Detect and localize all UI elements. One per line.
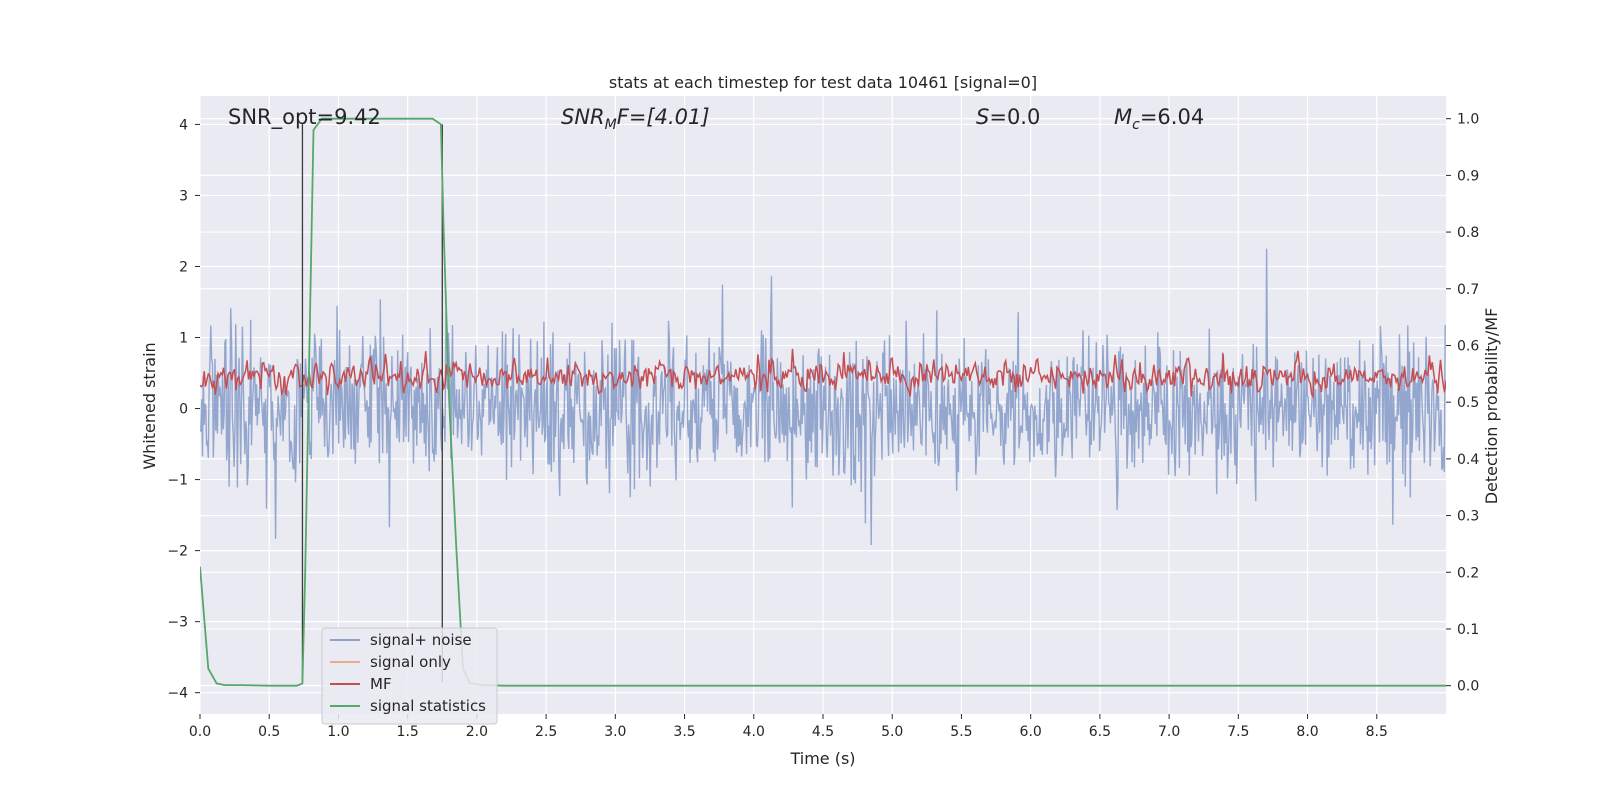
s-symbol: S: [976, 105, 989, 129]
x-tick-label: 6.0: [1020, 724, 1042, 740]
legend-label: signal only: [370, 653, 451, 671]
y2-tick-label: 0.3: [1457, 509, 1479, 525]
y-tick-label: 1: [179, 331, 188, 347]
x-tick-label: 7.5: [1227, 724, 1249, 740]
x-tick-label: 1.0: [327, 724, 349, 740]
y-tick-label: 0: [179, 402, 188, 418]
y-axis-label: Whitened strain: [140, 342, 159, 469]
y2-axis-label: Detection probability/MF: [1482, 308, 1501, 505]
y-tick-labels: 4 3 2 1 0 −1 −2 −3 −4: [167, 117, 200, 702]
x-tick-label: 6.5: [1089, 724, 1111, 740]
vertical-markers: [301, 124, 443, 683]
annotation-snr-opt: SNR_opt=9.42: [228, 105, 381, 130]
y2-tick-label: 0.1: [1457, 622, 1479, 638]
y2-tick-label: 0.6: [1457, 338, 1479, 354]
x-tick-label: 2.0: [466, 724, 488, 740]
y2-tick-label: 0.5: [1457, 395, 1479, 411]
snr-mf-value: F=[4.01]: [617, 105, 710, 129]
signal-noise-line: [200, 248, 1446, 546]
mf-series: [200, 348, 1446, 399]
mc-value: =6.04: [1140, 105, 1204, 129]
legend-box: [321, 627, 498, 725]
snr-mf-subscript: M: [605, 117, 617, 133]
x-tick-label: 0.0: [189, 724, 211, 740]
y-tick-label: 4: [179, 117, 188, 133]
legend-label: MF: [370, 675, 392, 693]
y-tick-label: −3: [167, 615, 188, 631]
x-tick-label: 4.0: [743, 724, 765, 740]
annotation-s: S=0.0: [976, 105, 1040, 129]
mc-subscript: c: [1132, 117, 1140, 133]
legend: signal+ noise signal only MF signal statist…: [321, 627, 498, 725]
x-tick-label: 5.5: [950, 724, 972, 740]
y2-tick-label: 0.2: [1457, 565, 1479, 581]
signal-noise-series: [200, 248, 1446, 546]
y2-tick-label: 0.9: [1457, 168, 1479, 184]
x-tick-label: 3.0: [604, 724, 626, 740]
y2-tick-label: 0.4: [1457, 452, 1479, 468]
annotation-snr-mf: SNRMF=[4.01]: [561, 105, 710, 133]
chart-title: stats at each timestep for test data 104…: [609, 73, 1037, 92]
y2-tick-labels: 1.0 0.9 0.8 0.7 0.6 0.5 0.4 0.3 0.2 0.1 0.0: [1446, 112, 1479, 695]
mf-line: [200, 348, 1446, 399]
x-tick-label: 2.5: [535, 724, 557, 740]
y2-tick-label: 1.0: [1457, 112, 1479, 128]
y2-tick-label: 0.8: [1457, 225, 1479, 241]
legend-label: signal+ noise: [370, 631, 472, 649]
snr-mf-symbol: SNR: [561, 105, 605, 129]
y2-tick-label: 0.0: [1457, 679, 1479, 695]
mc-symbol: M: [1114, 105, 1132, 129]
y-tick-label: 3: [179, 188, 188, 204]
x-tick-labels: 0.0 0.5 1.0 1.5 2.0 2.5 3.0 3.5 4.0 4.5 5.0 5.5 6.0 6…: [189, 714, 1388, 740]
x-tick-label: 4.5: [812, 724, 834, 740]
y-tick-label: −1: [167, 473, 188, 489]
legend-label: signal statistics: [370, 697, 486, 715]
x-tick-label: 5.0: [881, 724, 903, 740]
x-axis-label: Time (s): [789, 749, 855, 768]
x-tick-label: 8.0: [1296, 724, 1318, 740]
y2-tick-label: 0.7: [1457, 282, 1479, 298]
y-tick-label: −2: [167, 544, 188, 560]
x-tick-label: 0.5: [258, 724, 280, 740]
x-tick-label: 1.5: [397, 724, 419, 740]
y-tick-label: 2: [179, 259, 188, 275]
x-tick-label: 7.0: [1158, 724, 1180, 740]
y-tick-label: −4: [167, 686, 188, 702]
x-tick-label: 8.5: [1366, 724, 1388, 740]
s-value: =0.0: [989, 105, 1040, 129]
annotation-mc: Mc=6.04: [1114, 105, 1204, 133]
x-tick-label: 3.5: [673, 724, 695, 740]
